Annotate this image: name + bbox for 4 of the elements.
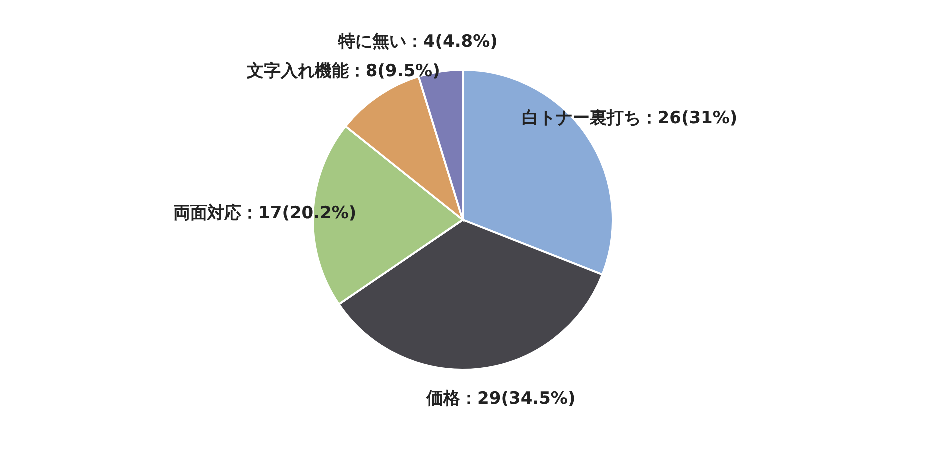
slice-label: 白トナー裏打ち：26(31%) [522,108,738,129]
slice-label: 文字入れ機能：8(9.5%) [246,61,440,82]
slice-label: 価格：29(34.5%) [426,388,576,409]
slice-label: 特に無い：4(4.8%) [337,32,498,52]
